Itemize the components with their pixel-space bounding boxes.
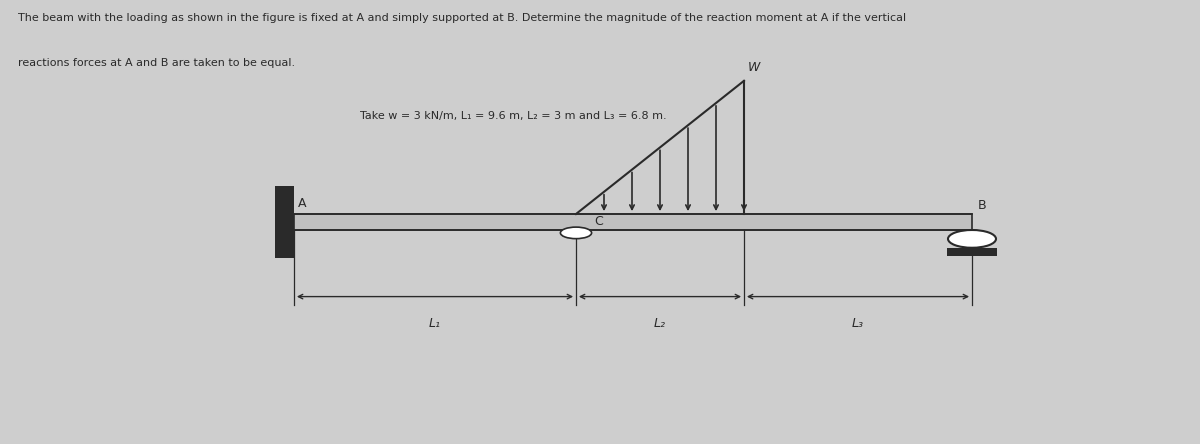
Text: B: B [978,199,986,212]
Circle shape [560,227,592,239]
Text: reactions forces at A and B are taken to be equal.: reactions forces at A and B are taken to… [18,58,295,68]
Text: A: A [298,197,306,210]
Text: C: C [594,214,602,228]
Text: W: W [748,61,760,74]
Text: The beam with the loading as shown in the figure is fixed at A and simply suppor: The beam with the loading as shown in th… [18,13,906,24]
Bar [947,248,997,256]
Bar [275,186,294,258]
Circle shape [948,230,996,248]
Bar [294,214,972,230]
Text: L₁: L₁ [430,317,442,329]
Text: L₃: L₃ [852,317,864,329]
Text: L₂: L₂ [654,317,666,329]
Text: Take w = 3 kN/m, L₁ = 9.6 m, L₂ = 3 m and L₃ = 6.8 m.: Take w = 3 kN/m, L₁ = 9.6 m, L₂ = 3 m an… [360,111,667,121]
